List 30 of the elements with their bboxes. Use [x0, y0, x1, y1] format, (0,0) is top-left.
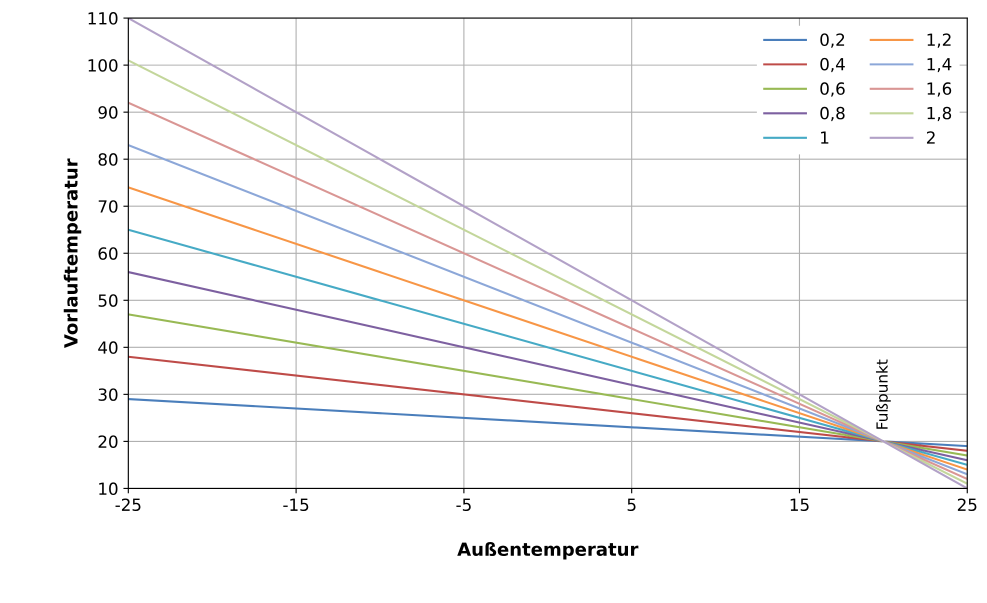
y-tick-label: 90: [98, 106, 118, 119]
x-tick-label: 25: [958, 498, 976, 512]
x-tick-label: -15: [283, 498, 308, 512]
legend-label: 0,8: [820, 106, 845, 122]
y-tick-label: 50: [98, 294, 118, 307]
legend-label: 0,4: [820, 58, 845, 72]
y-tick-label: 100: [88, 59, 118, 72]
x-tick-label: 5: [628, 498, 636, 512]
legend-label: 0,6: [820, 82, 845, 97]
legend-label: 1,2: [928, 33, 951, 48]
x-tick-label: 15: [790, 498, 809, 512]
legend-label: 1,8: [928, 106, 952, 122]
legend-label: 0,2: [820, 33, 844, 48]
legend-label: 1,4: [928, 58, 952, 72]
y-tick-label: 40: [98, 341, 118, 354]
y-tick-label: 20: [98, 435, 118, 448]
legend-label: 1,6: [928, 82, 952, 97]
y-tick-label: 70: [98, 200, 118, 213]
y-tick-label: 60: [98, 247, 118, 260]
legend-label: 1: [821, 131, 828, 144]
y-tick-label: 30: [98, 388, 118, 401]
x-tick-label: -25: [116, 498, 140, 512]
legend-label: 2: [926, 131, 935, 144]
x-axis-title: Außentemperatur: [457, 542, 638, 560]
y-tick-label: 110: [88, 12, 118, 25]
y-tick-label: 80: [98, 153, 118, 166]
y-axis-title: Vorlauftemperatur: [64, 158, 82, 348]
y-tick-label: 10: [99, 482, 118, 495]
x-tick-label: -5: [456, 498, 471, 512]
annotation: Fußpunkt: [876, 359, 891, 429]
